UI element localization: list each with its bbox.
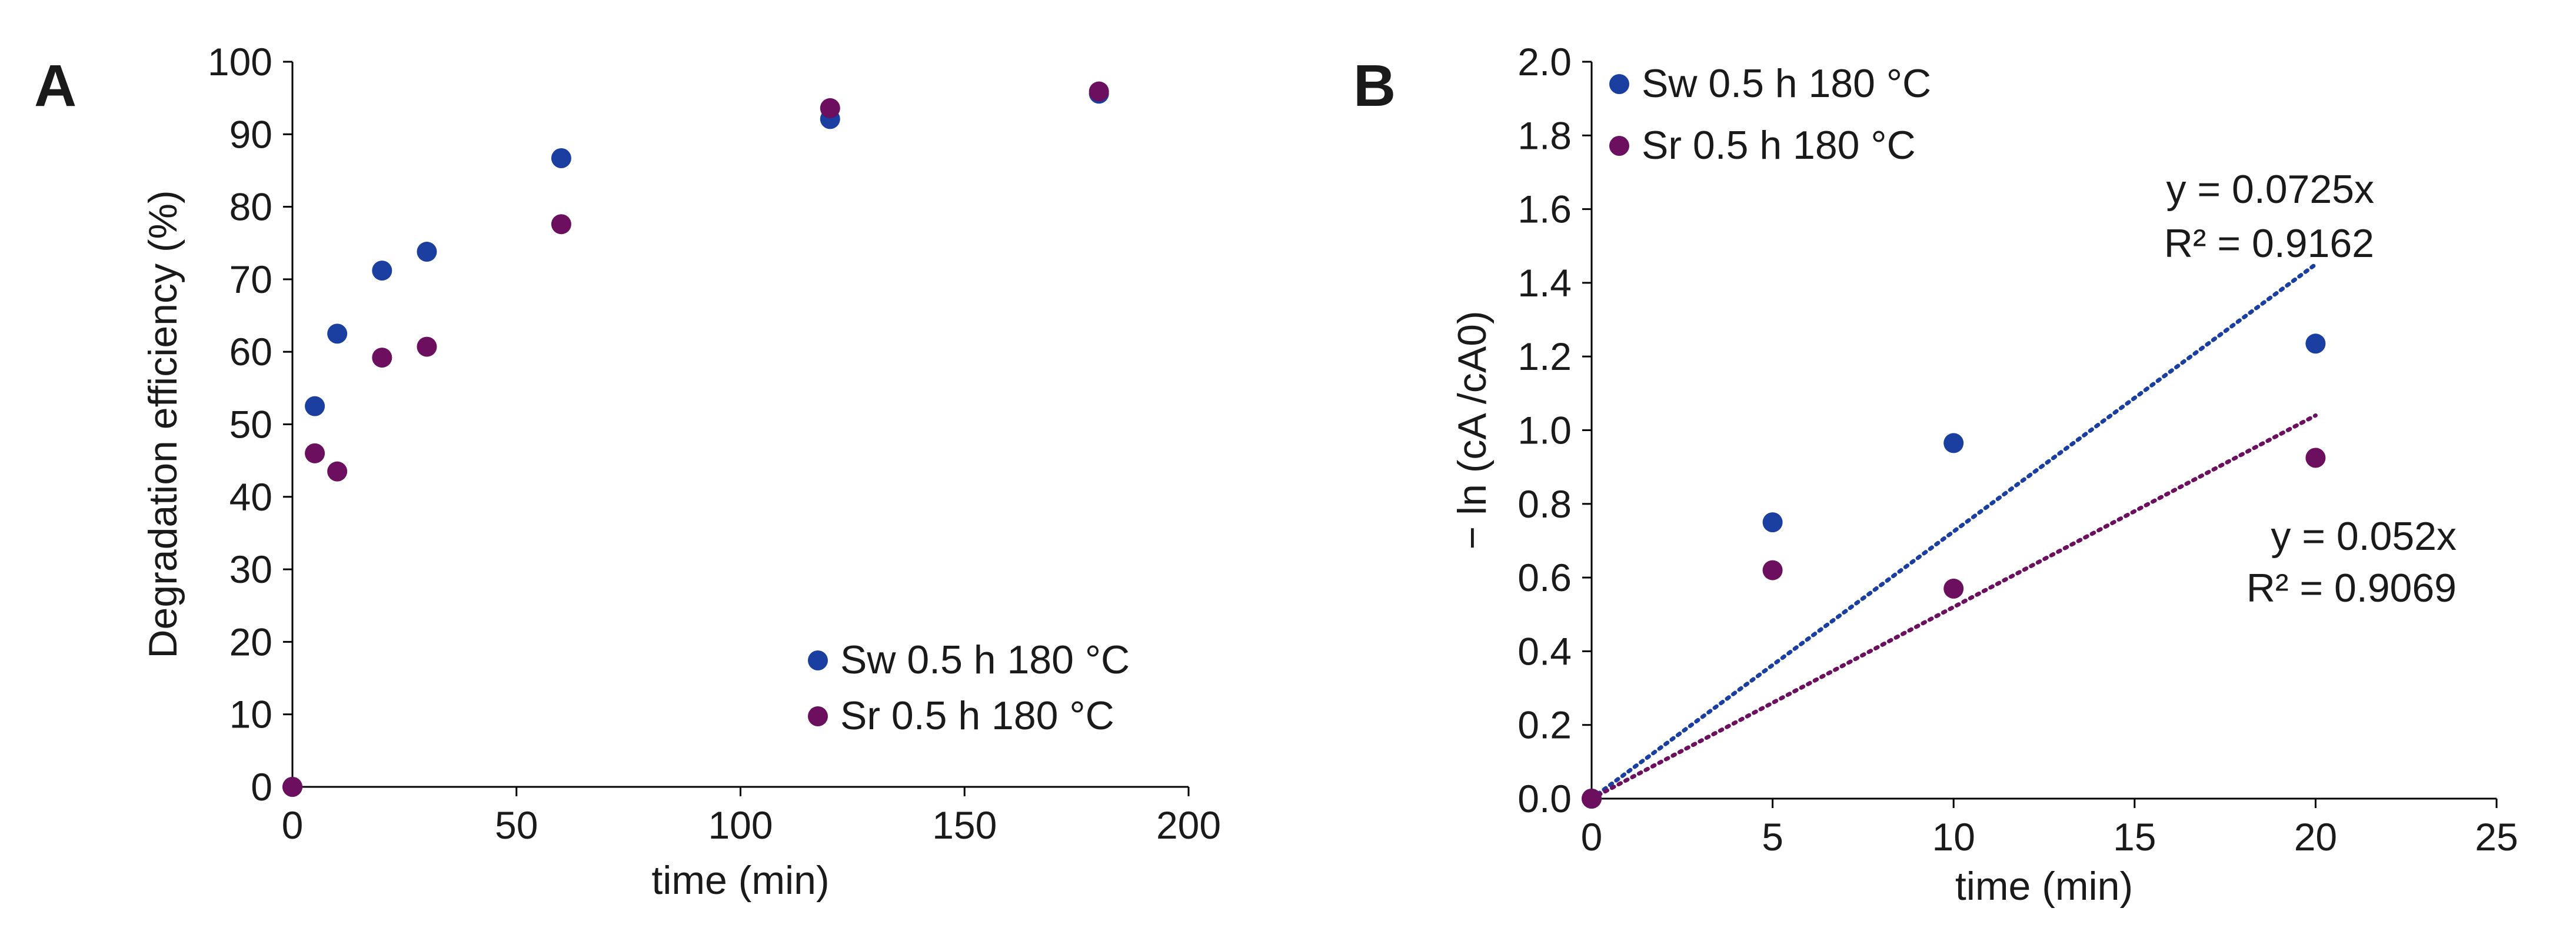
panel-b-trendline-r2: R² = 0.9069 xyxy=(2246,566,2457,610)
panel-b-y-tick-label: 2.0 xyxy=(1517,40,1572,84)
panel-a-y-tick-label: 100 xyxy=(208,40,272,84)
panel-b-y-tick-label: 1.6 xyxy=(1517,188,1572,231)
panel-a-x-tick-label: 50 xyxy=(495,803,538,847)
panel-a-x-tick-label: 100 xyxy=(708,803,773,847)
panel-b-point-sw xyxy=(1762,512,1783,533)
panel-b-y-tick-label: 0.2 xyxy=(1517,703,1572,747)
panel-a-y-tick-label: 30 xyxy=(229,548,272,591)
panel-a-point-sr xyxy=(282,777,302,797)
panel-b-y-tick-label: 1.2 xyxy=(1517,335,1572,378)
panel-b-y-tick-label: 1.0 xyxy=(1517,409,1572,452)
panel-a-point-sw xyxy=(305,396,325,416)
panel-b-y-tick-label: 0.4 xyxy=(1517,629,1572,673)
panel-letter-a: A xyxy=(34,53,76,119)
panel-a-x-tick-label: 200 xyxy=(1156,803,1221,847)
panel-a-point-sr xyxy=(372,348,392,368)
chart-panel-a: 0 50 100 150 200 0 10 20 30 40 50 60 70 80 90 100 time (… xyxy=(141,40,1221,903)
panel-a-point-sr xyxy=(1089,81,1109,102)
panel-a-point-sw xyxy=(551,148,571,168)
panel-a-point-sw xyxy=(372,261,392,281)
panel-b-point-sw xyxy=(1943,433,1964,453)
panel-a-point-sr xyxy=(551,214,571,235)
panel-a-y-tick-label: 80 xyxy=(229,185,272,229)
panel-letter-b: B xyxy=(1353,53,1396,119)
panel-a-point-sw xyxy=(327,323,348,344)
panel-a-y-tick-label: 60 xyxy=(229,330,272,373)
panel-b-point-sr xyxy=(2305,448,2326,468)
panel-b-legend-marker-sw xyxy=(1609,74,1629,94)
panel-b-trendline-r2: R² = 0.9162 xyxy=(2164,221,2374,266)
panel-b-y-tick-label: 1.8 xyxy=(1517,114,1572,157)
panel-a-point-sr xyxy=(417,336,437,357)
panel-a-legend-marker-sr xyxy=(808,706,828,726)
panel-a-y-axis-title: Degradation efficiency (%) xyxy=(141,190,185,658)
panel-a-x-tick-label: 0 xyxy=(282,803,304,847)
panel-a-legend-label-sw: Sw 0.5 h 180 °C xyxy=(840,637,1130,682)
panel-b-x-tick-label: 5 xyxy=(1762,815,1783,859)
panel-a-y-tick-label: 90 xyxy=(229,112,272,156)
panel-b-trendline-sr xyxy=(1589,413,2318,801)
panel-a-y-tick-label: 10 xyxy=(229,693,272,736)
panel-a-point-sr xyxy=(305,443,325,463)
panel-a-y-tick-label: 40 xyxy=(229,475,272,519)
panel-b-x-tick-label: 0 xyxy=(1581,815,1603,859)
panel-b-trendline-equation: y = 0.052x xyxy=(2271,514,2457,559)
panel-b-x-tick-label: 20 xyxy=(2294,815,2337,859)
panel-a-y-tick-label: 20 xyxy=(229,620,272,663)
panel-a-legend-label-sr: Sr 0.5 h 180 °C xyxy=(840,693,1114,738)
panel-b-y-tick-label: 0.8 xyxy=(1517,482,1572,526)
panel-b-y-axis-title: − ln (cA /cA0) xyxy=(1450,311,1495,549)
panel-a-x-axis-title: time (min) xyxy=(651,858,829,903)
panel-b-trendline-sw xyxy=(1589,262,2318,801)
panel-b-legend-label-sr: Sr 0.5 h 180 °C xyxy=(1642,123,1916,168)
panel-b-legend-label-sw: Sw 0.5 h 180 °C xyxy=(1642,61,1931,106)
chart-panel-b: 0 5 10 15 20 25 0.0 0.2 0.4 0.6 0.8 1.0 1.2 1.4 1.6 1.8… xyxy=(1450,40,2518,909)
panel-b-point-sr xyxy=(1582,789,1602,809)
panel-b-y-tick-label: 0.6 xyxy=(1517,556,1572,599)
panel-b-trendline-equation: y = 0.0725x xyxy=(2166,167,2374,212)
panel-a-legend-marker-sw xyxy=(808,650,828,670)
panel-a-x-tick-label: 150 xyxy=(932,803,997,847)
panel-a-point-sr xyxy=(820,98,840,118)
panel-b-point-sr xyxy=(1943,578,1964,599)
panel-a-point-sr xyxy=(327,461,348,482)
panel-b-legend-marker-sr xyxy=(1609,136,1629,156)
panel-b-y-tick-label: 0.0 xyxy=(1517,777,1572,820)
panel-b-y-tick-label: 1.4 xyxy=(1517,261,1572,305)
panel-b-point-sw xyxy=(2305,333,2326,354)
panel-b-point-sr xyxy=(1762,560,1783,580)
panel-b-x-axis-title: time (min) xyxy=(1955,864,2133,909)
panel-a-point-sw xyxy=(417,242,437,262)
panel-b-x-tick-label: 10 xyxy=(1932,815,1975,859)
panel-a-y-tick-label: 0 xyxy=(251,765,272,809)
panel-b-x-tick-label: 15 xyxy=(2113,815,2156,859)
panel-a-y-tick-label: 50 xyxy=(229,403,272,446)
panel-a-y-tick-label: 70 xyxy=(229,258,272,301)
panel-b-x-tick-label: 25 xyxy=(2475,815,2518,859)
